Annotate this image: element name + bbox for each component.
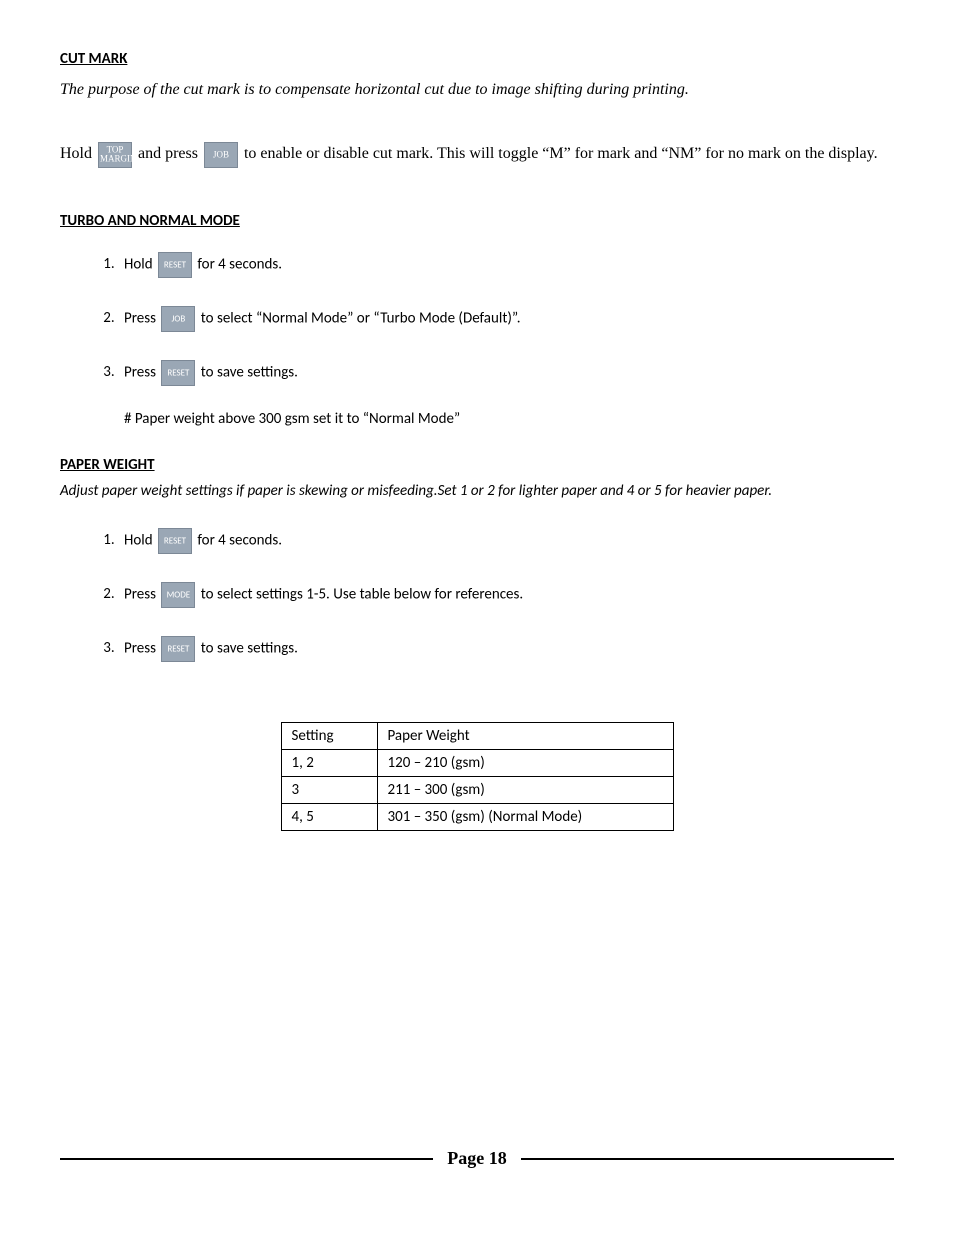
table-cell: 1, 2 [281, 749, 377, 776]
table-row: 1, 2 120 – 210 (gsm) [281, 749, 673, 776]
spacer [60, 180, 894, 212]
paper-weight-steps-list: Hold RESET for 4 seconds. Press MODE to … [60, 514, 894, 676]
text-fragment: for 4 seconds. [197, 255, 282, 273]
button-label: RESET [162, 368, 194, 377]
text-fragment: to select settings 1-5. Use table below … [201, 585, 523, 603]
button-label: JOB [205, 150, 237, 159]
button-label: RESET [159, 260, 191, 269]
footer-rule-left [60, 1158, 433, 1160]
text-fragment: for 4 seconds. [197, 531, 282, 549]
reset-button-icon: RESET [158, 528, 192, 554]
footer-rule-right [521, 1158, 894, 1160]
text-fragment: Press [124, 309, 159, 327]
list-item: Press MODE to select settings 1-5. Use t… [118, 568, 894, 622]
spacer [60, 109, 894, 129]
table-cell: 211 – 300 (gsm) [377, 776, 673, 803]
job-button-icon: JOB [204, 142, 238, 168]
text-fragment: Hold [124, 255, 156, 273]
text-fragment: to enable or disable cut mark. This will… [244, 145, 878, 162]
table-cell: 120 – 210 (gsm) [377, 749, 673, 776]
page-number: Page 18 [447, 1148, 506, 1169]
turbo-heading: TURBO AND NORMAL MODE [60, 212, 894, 230]
text-fragment: Press [124, 585, 159, 603]
reset-button-icon: RESET [158, 252, 192, 278]
paper-weight-table: Setting Paper Weight 1, 2 120 – 210 (gsm… [281, 722, 674, 831]
button-label: TOP MARGIN [99, 145, 131, 164]
text-fragment: Press [124, 639, 159, 657]
paper-weight-heading: PAPER WEIGHT [60, 456, 894, 474]
table-row: 3 211 – 300 (gsm) [281, 776, 673, 803]
turbo-note: # Paper weight above 300 gsm set it to “… [118, 410, 894, 428]
list-item: Hold RESET for 4 seconds. [118, 238, 894, 292]
cut-mark-heading: CUT MARK [60, 50, 894, 68]
list-item: Hold RESET for 4 seconds. [118, 514, 894, 568]
cut-mark-instruction: Hold TOP MARGIN and press JOB to enable … [60, 135, 894, 173]
top-margin-button-icon: TOP MARGIN [98, 142, 132, 168]
text-fragment: to save settings. [201, 639, 298, 657]
text-fragment: Press [124, 363, 159, 381]
job-button-icon: JOB [161, 306, 195, 332]
reset-button-icon: RESET [161, 636, 195, 662]
table-cell: 4, 5 [281, 803, 377, 830]
page-footer: Page 18 [60, 1148, 894, 1169]
mode-button-icon: MODE [161, 582, 195, 608]
button-label: RESET [162, 644, 194, 653]
list-item: Press RESET to save settings. [118, 622, 894, 676]
table-cell: 3 [281, 776, 377, 803]
list-item: Press RESET to save settings. [118, 346, 894, 400]
text-fragment: Hold [60, 145, 96, 162]
table-cell: 301 – 350 (gsm) (Normal Mode) [377, 803, 673, 830]
table-row: 4, 5 301 – 350 (gsm) (Normal Mode) [281, 803, 673, 830]
button-label: MODE [162, 590, 194, 599]
text-fragment: to select “Normal Mode” or “Turbo Mode (… [201, 309, 521, 327]
text-fragment: and press [138, 145, 202, 162]
turbo-steps-list: Hold RESET for 4 seconds. Press JOB to s… [60, 238, 894, 400]
table-header-cell: Paper Weight [377, 722, 673, 749]
cut-mark-purpose: The purpose of the cut mark is to compen… [60, 76, 894, 103]
text-fragment: Hold [124, 531, 156, 549]
table-header-row: Setting Paper Weight [281, 722, 673, 749]
reset-button-icon: RESET [161, 360, 195, 386]
button-label: RESET [159, 536, 191, 545]
page-body: CUT MARK The purpose of the cut mark is … [0, 0, 954, 831]
list-item: Press JOB to select “Normal Mode” or “Tu… [118, 292, 894, 346]
paper-weight-desc: Adjust paper weight settings if paper is… [60, 482, 894, 500]
table-header-cell: Setting [281, 722, 377, 749]
text-fragment: to save settings. [201, 363, 298, 381]
button-label: JOB [162, 314, 194, 323]
